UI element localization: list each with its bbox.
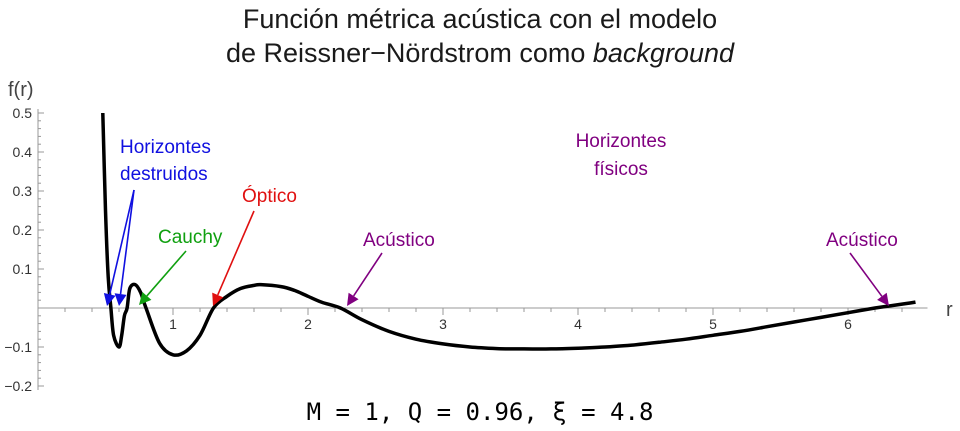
chart-title-line2-text: de Reissner−Nördstrom como bbox=[226, 38, 593, 68]
y-tick-label: 0.1 bbox=[13, 261, 33, 277]
annotation-optico: Óptico bbox=[212, 185, 297, 306]
chart-annotations: Horizontes destruidos Cauchy Óptico Acústico… bbox=[103, 131, 898, 306]
y-tick-label: −0.2 bbox=[4, 378, 32, 394]
annotation-horizontes-destruidos-arrow-line bbox=[108, 189, 135, 295]
parameters-caption: M = 1, Q = 0.96, ξ = 4.8 bbox=[306, 398, 654, 426]
annotation-optico-arrow-line bbox=[217, 210, 255, 296]
annotation-optico-text: Óptico bbox=[242, 185, 297, 207]
annotation-horizontes-fisicos-text: físicos bbox=[594, 159, 648, 180]
annotation-acustico-2-arrow-head bbox=[877, 292, 889, 306]
annotation-acustico-2: Acústico bbox=[826, 230, 898, 306]
annotation-horizontes-fisicos-text: Horizontes bbox=[576, 131, 667, 152]
chart-axes: f(r) r bbox=[8, 79, 953, 390]
y-tick-label: 0.2 bbox=[13, 222, 33, 238]
annotation-acustico-1-text: Acústico bbox=[363, 230, 435, 251]
chart-curve-group bbox=[101, 112, 916, 357]
x-tick-label: 4 bbox=[574, 316, 582, 332]
x-tick-label: 6 bbox=[844, 316, 852, 332]
x-tick-label: 5 bbox=[709, 316, 717, 332]
chart-title: Función métrica acústica con el modelo d… bbox=[0, 2, 960, 70]
annotation-acustico-2-text: Acústico bbox=[826, 230, 898, 251]
x-tick-label: 2 bbox=[304, 316, 312, 332]
annotation-horizontes-destruidos-arrow-line bbox=[119, 189, 135, 295]
y-axis-label: f(r) bbox=[8, 79, 34, 101]
annotation-acustico-1-arrow-line bbox=[352, 252, 383, 297]
annotation-cauchy-arrow-line bbox=[146, 250, 187, 297]
y-tick-label: 0.5 bbox=[13, 105, 33, 121]
annotation-horizontes-fisicos: Horizontes físicos bbox=[576, 131, 667, 180]
x-axis-label: r bbox=[946, 299, 953, 321]
chart-title-line2-italic: background bbox=[592, 38, 734, 68]
y-tick-label: 0.3 bbox=[13, 183, 33, 199]
annotation-horizontes-destruidos-text: destruidos bbox=[120, 164, 208, 185]
x-tick-label: 3 bbox=[439, 316, 447, 332]
annotation-acustico-2-arrow-line bbox=[849, 252, 883, 297]
annotation-horizontes-destruidos-arrow-head bbox=[103, 293, 116, 306]
y-tick-label: −0.1 bbox=[4, 339, 32, 355]
annotation-cauchy-text: Cauchy bbox=[158, 227, 223, 248]
annotation-acustico-1: Acústico bbox=[347, 230, 435, 306]
annotation-horizontes-destruidos-text: Horizontes bbox=[120, 137, 211, 158]
annotation-cauchy-arrow-head bbox=[139, 292, 152, 305]
chart-ticks: −0.2 −0.1 0.1 0.2 0.3 0.4 0.5 1 2 3 4 5 6 bbox=[4, 105, 903, 394]
annotation-horizontes-destruidos: Horizontes destruidos bbox=[103, 137, 211, 306]
chart-title-line1: Función métrica acústica con el modelo bbox=[242, 4, 718, 34]
annotation-acustico-1-arrow-head bbox=[347, 292, 359, 306]
y-tick-label: 0.4 bbox=[13, 144, 33, 160]
metric-function-curve bbox=[101, 112, 916, 357]
annotation-optico-arrow-head bbox=[212, 292, 224, 306]
x-tick-label: 1 bbox=[169, 316, 177, 332]
annotation-cauchy: Cauchy bbox=[139, 227, 223, 305]
annotation-horizontes-destruidos-arrow-head bbox=[114, 293, 127, 306]
chart-title-line2: de Reissner−Nördstrom como background bbox=[0, 36, 960, 70]
